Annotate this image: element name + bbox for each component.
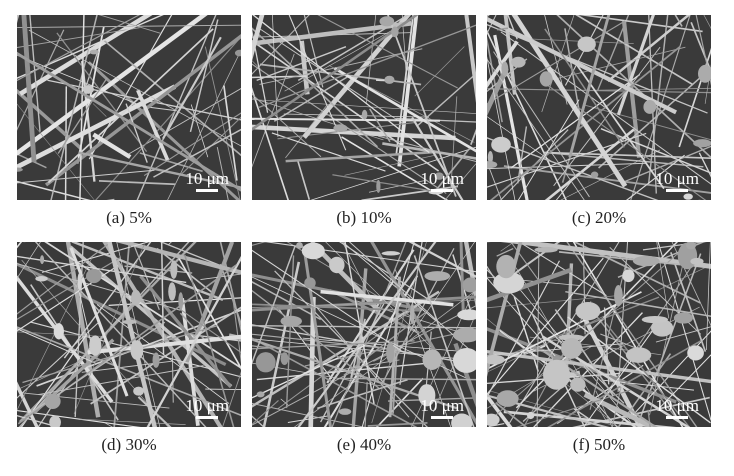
caption-a: (a) 5% bbox=[106, 208, 152, 227]
scale-bar: 10 μm bbox=[655, 170, 699, 192]
scale-label: 10 μm bbox=[420, 169, 464, 188]
scale-label: 10 μm bbox=[420, 396, 464, 415]
scale-bar-line bbox=[666, 189, 689, 192]
scale-bar-line bbox=[196, 416, 219, 419]
sem-image-f: 10 μm bbox=[487, 242, 711, 427]
sem-image-a: 10 μm bbox=[17, 15, 241, 200]
scale-bar: 10 μm bbox=[185, 397, 229, 419]
scale-label: 10 μm bbox=[185, 396, 229, 415]
sem-image-d: 10 μm bbox=[17, 242, 241, 427]
scale-label: 10 μm bbox=[185, 169, 229, 188]
scale-bar-line bbox=[431, 189, 454, 192]
scale-bar: 10 μm bbox=[185, 170, 229, 192]
scale-label: 10 μm bbox=[655, 169, 699, 188]
scale-bar: 10 μm bbox=[655, 397, 699, 419]
caption-b: (b) 10% bbox=[336, 208, 392, 227]
caption-c: (c) 20% bbox=[571, 208, 627, 227]
sem-image-b: 10 μm bbox=[252, 15, 476, 200]
scale-bar-line bbox=[431, 416, 454, 419]
scale-bar: 10 μm bbox=[420, 397, 464, 419]
scale-bar-line bbox=[196, 189, 219, 192]
scale-label: 10 μm bbox=[655, 396, 699, 415]
sem-image-c: 10 μm bbox=[487, 15, 711, 200]
sem-image-e: 10 μm bbox=[252, 242, 476, 427]
scale-bar: 10 μm bbox=[420, 170, 464, 192]
caption-f: (f) 50% bbox=[572, 435, 626, 454]
caption-d: (d) 30% bbox=[101, 435, 157, 454]
caption-e: (e) 40% bbox=[336, 435, 392, 454]
scale-bar-line bbox=[666, 416, 689, 419]
